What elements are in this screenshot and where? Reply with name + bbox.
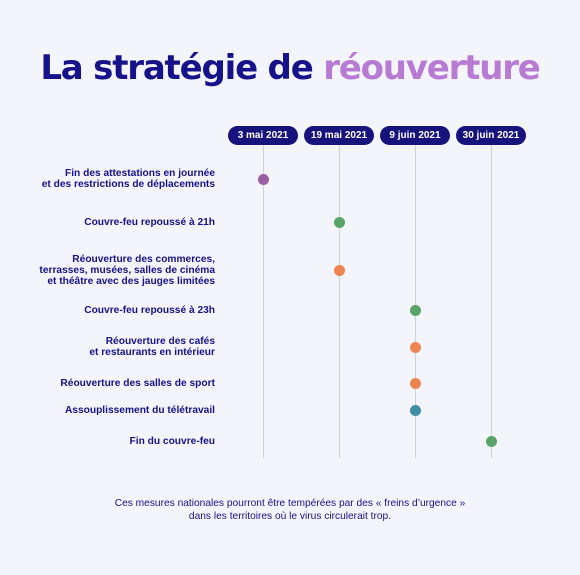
event-label: Réouverture des salles de sport — [60, 377, 215, 389]
page-title: La stratégie de réouverture — [0, 48, 580, 88]
event-dot — [257, 173, 269, 185]
event-label: Réouverture des cafés et restaurants en … — [89, 336, 215, 358]
event-label: Fin des attestations en journée et des r… — [41, 168, 215, 190]
event-dot — [333, 264, 345, 276]
timeline-gridline — [414, 145, 416, 458]
event-label: Couvre-feu repoussé à 21h — [84, 216, 215, 228]
date-pill: 19 mai 2021 — [304, 126, 374, 145]
event-label: Réouverture des commerces, terrasses, mu… — [39, 253, 215, 287]
timeline-gridline — [490, 145, 492, 458]
timeline-gridline — [262, 145, 264, 458]
event-dot — [409, 377, 421, 389]
title-accent: réouverture — [323, 48, 541, 88]
event-label: Couvre-feu repoussé à 23h — [84, 304, 215, 316]
date-pill: 30 juin 2021 — [456, 126, 526, 145]
title-main: La stratégie de — [40, 48, 313, 88]
event-dot — [485, 435, 497, 447]
event-label: Assouplissement du télétravail — [64, 404, 215, 416]
event-label: Fin du couvre-feu — [129, 435, 215, 447]
event-dot — [333, 216, 345, 228]
timeline-gridline — [338, 145, 340, 458]
event-dot — [409, 304, 421, 316]
footnote: Ces mesures nationales pourront être tem… — [114, 498, 466, 522]
date-pill: 9 juin 2021 — [380, 126, 450, 145]
date-pill: 3 mai 2021 — [228, 126, 298, 145]
event-dot — [409, 341, 421, 353]
event-dot — [409, 404, 421, 416]
